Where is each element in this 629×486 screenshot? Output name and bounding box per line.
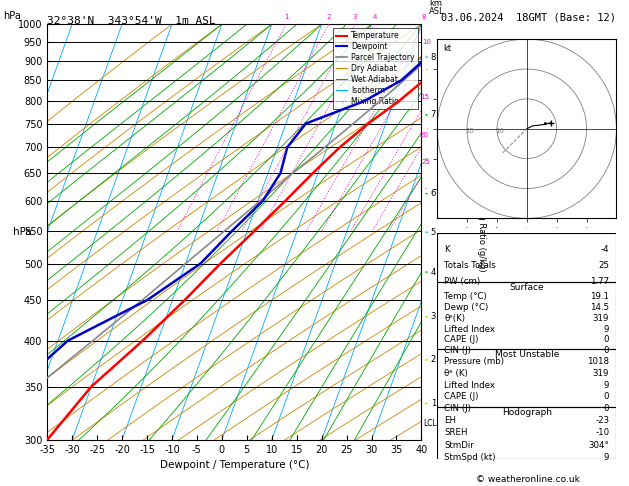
Text: CAPE (J): CAPE (J) (444, 392, 479, 401)
Text: Temp (°C): Temp (°C) (444, 292, 487, 301)
Text: -23: -23 (595, 416, 610, 425)
Text: StmDir: StmDir (444, 441, 474, 450)
Text: 0: 0 (604, 335, 610, 345)
Text: CAPE (J): CAPE (J) (444, 335, 479, 345)
Text: LCL: LCL (423, 419, 437, 429)
Text: 3: 3 (353, 14, 357, 20)
Bar (437, 407, 616, 459)
Legend: Temperature, Dewpoint, Parcel Trajectory, Dry Adiabat, Wet Adiabat, Isotherm, Mi: Temperature, Dewpoint, Parcel Trajectory… (333, 28, 418, 109)
Text: PW (cm): PW (cm) (444, 277, 481, 286)
Bar (437, 233, 616, 282)
Text: 2: 2 (326, 14, 331, 20)
Text: θᵉ (K): θᵉ (K) (444, 369, 468, 378)
Text: 19.1: 19.1 (590, 292, 610, 301)
Text: Dewp (°C): Dewp (°C) (444, 303, 489, 312)
Text: StmSpd (kt): StmSpd (kt) (444, 453, 496, 462)
Text: 32°38'N  343°54'W  1m ASL: 32°38'N 343°54'W 1m ASL (47, 16, 216, 26)
Text: 25: 25 (598, 261, 610, 270)
Text: 4: 4 (431, 268, 436, 277)
Text: 319: 319 (593, 369, 610, 378)
Text: 9: 9 (604, 453, 610, 462)
Text: 0: 0 (604, 392, 610, 401)
Text: 0: 0 (604, 347, 610, 355)
Text: 3: 3 (431, 312, 436, 321)
Text: 03.06.2024  18GMT (Base: 12): 03.06.2024 18GMT (Base: 12) (441, 12, 616, 22)
Text: SREH: SREH (444, 428, 468, 437)
Bar (437, 348, 616, 407)
Text: Hodograph: Hodograph (502, 408, 552, 417)
Text: km
ASL: km ASL (429, 0, 445, 16)
Text: 304°: 304° (588, 441, 610, 450)
Text: kt: kt (443, 44, 451, 53)
Text: Surface: Surface (509, 283, 544, 292)
Text: 9: 9 (604, 325, 610, 333)
Bar (437, 282, 616, 348)
Text: © weatheronline.co.uk: © weatheronline.co.uk (476, 475, 581, 484)
Text: 1: 1 (284, 14, 288, 20)
Text: 10: 10 (496, 128, 504, 134)
Text: 9: 9 (604, 381, 610, 390)
Text: 2: 2 (431, 355, 436, 364)
Text: -10: -10 (595, 428, 610, 437)
Text: 4: 4 (372, 14, 377, 20)
Text: 25: 25 (421, 159, 430, 165)
Text: EH: EH (444, 416, 456, 425)
Text: 1018: 1018 (587, 357, 610, 366)
Text: Totals Totals: Totals Totals (444, 261, 496, 270)
Text: 8: 8 (421, 14, 426, 20)
Text: K: K (444, 244, 450, 254)
Text: 7: 7 (431, 110, 436, 120)
Text: hPa: hPa (13, 227, 32, 237)
Text: hPa: hPa (3, 11, 21, 21)
Text: 5: 5 (431, 228, 436, 237)
Text: Mixing Ratio (g/kg): Mixing Ratio (g/kg) (477, 192, 486, 272)
Text: Most Unstable: Most Unstable (494, 350, 559, 359)
Text: 20: 20 (420, 132, 429, 138)
Text: 14.5: 14.5 (590, 303, 610, 312)
Text: 15: 15 (421, 94, 430, 100)
Text: CIN (J): CIN (J) (444, 404, 471, 413)
Text: 6: 6 (431, 189, 436, 198)
Text: Lifted Index: Lifted Index (444, 381, 495, 390)
Text: Lifted Index: Lifted Index (444, 325, 495, 333)
Text: -4: -4 (601, 244, 610, 254)
X-axis label: Dewpoint / Temperature (°C): Dewpoint / Temperature (°C) (160, 460, 309, 470)
Text: 8: 8 (431, 52, 436, 62)
Text: 319: 319 (593, 314, 610, 323)
Text: Pressure (mb): Pressure (mb) (444, 357, 504, 366)
Text: 1.77: 1.77 (590, 277, 610, 286)
Text: 1: 1 (431, 399, 436, 408)
Text: 0: 0 (604, 404, 610, 413)
Text: 20: 20 (465, 128, 474, 134)
Text: θᵉ(K): θᵉ(K) (444, 314, 465, 323)
Text: CIN (J): CIN (J) (444, 347, 471, 355)
Text: 10: 10 (422, 39, 431, 45)
